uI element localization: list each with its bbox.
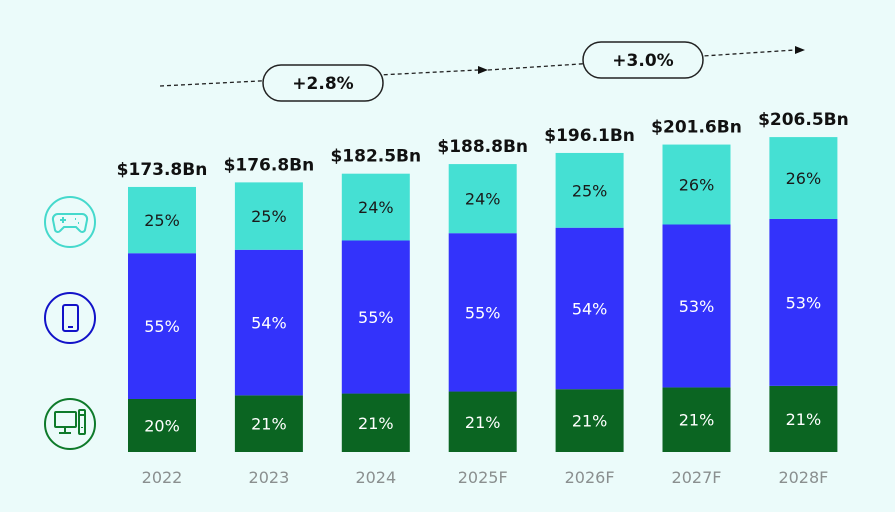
bar-segment (662, 387, 731, 452)
x-tick-label: 2024 (355, 468, 396, 487)
total-label: $176.8Bn (224, 155, 315, 175)
bar-segment (769, 385, 838, 452)
segment-label: 21% (786, 410, 822, 429)
segment-label: 25% (251, 207, 287, 226)
x-tick-label: 2023 (249, 468, 290, 487)
bar-segment (341, 173, 410, 241)
total-label: $201.6Bn (651, 118, 742, 138)
bar-segment (662, 144, 731, 225)
bar-segment (341, 240, 410, 394)
bar-segment (448, 391, 517, 452)
segment-label: 26% (786, 169, 822, 188)
total-label: $182.5Bn (330, 147, 421, 167)
gamepad-icon (44, 196, 96, 248)
segment-label: 21% (679, 411, 715, 430)
segment-label: 25% (144, 211, 180, 230)
segment-label: 24% (465, 190, 501, 209)
segment-label: 21% (251, 415, 287, 434)
segment-label: 24% (358, 198, 394, 217)
bar-segment (555, 389, 624, 452)
x-tick-label: 2027F (672, 468, 722, 487)
x-tick-label: 2022 (142, 468, 183, 487)
computer-icon (44, 398, 96, 450)
segment-label: 20% (144, 416, 180, 435)
segment-label: 21% (465, 413, 501, 432)
arrow-head-icon (478, 66, 488, 74)
bar-segment (128, 253, 196, 399)
segment-label: 53% (679, 297, 715, 316)
growth-badge (582, 41, 704, 79)
x-tick-label: 2026F (565, 468, 615, 487)
segment-label: 55% (465, 303, 501, 322)
bar-segment (662, 224, 731, 388)
segment-label: 21% (572, 412, 608, 431)
bar-segment (234, 249, 303, 396)
segment-label: 54% (572, 299, 608, 318)
growth-arrow-line (487, 49, 796, 71)
segment-label: 26% (679, 176, 715, 195)
bar-segment (555, 227, 624, 390)
bar-segment (234, 395, 303, 452)
bar-segment (234, 182, 303, 250)
bar-segment (128, 398, 196, 452)
bar-segment (448, 233, 517, 392)
total-label: $188.8Bn (437, 137, 528, 157)
total-label: $196.1Bn (544, 126, 635, 146)
segment-label: 53% (786, 293, 822, 312)
total-label: $206.5Bn (758, 110, 849, 130)
mobile-phone-icon (44, 292, 96, 344)
x-tick-label: 2028F (778, 468, 828, 487)
growth-badge (262, 64, 384, 102)
segment-label: 54% (251, 314, 287, 333)
segment-label: 21% (358, 414, 394, 433)
segment-label: 55% (358, 308, 394, 327)
bar-segment (769, 218, 838, 386)
bar-segment (128, 186, 196, 254)
total-label: $173.8Bn (117, 160, 208, 180)
x-tick-label: 2025F (458, 468, 508, 487)
bar-segment (769, 137, 838, 219)
arrow-head-icon (795, 46, 805, 54)
growth-label: +2.8% (292, 74, 353, 94)
growth-label: +3.0% (612, 51, 673, 71)
bar-segment (555, 152, 624, 228)
segment-label: 25% (572, 181, 608, 200)
bar-segment (448, 164, 517, 234)
bar-segment (341, 393, 410, 452)
segment-label: 55% (144, 317, 180, 336)
